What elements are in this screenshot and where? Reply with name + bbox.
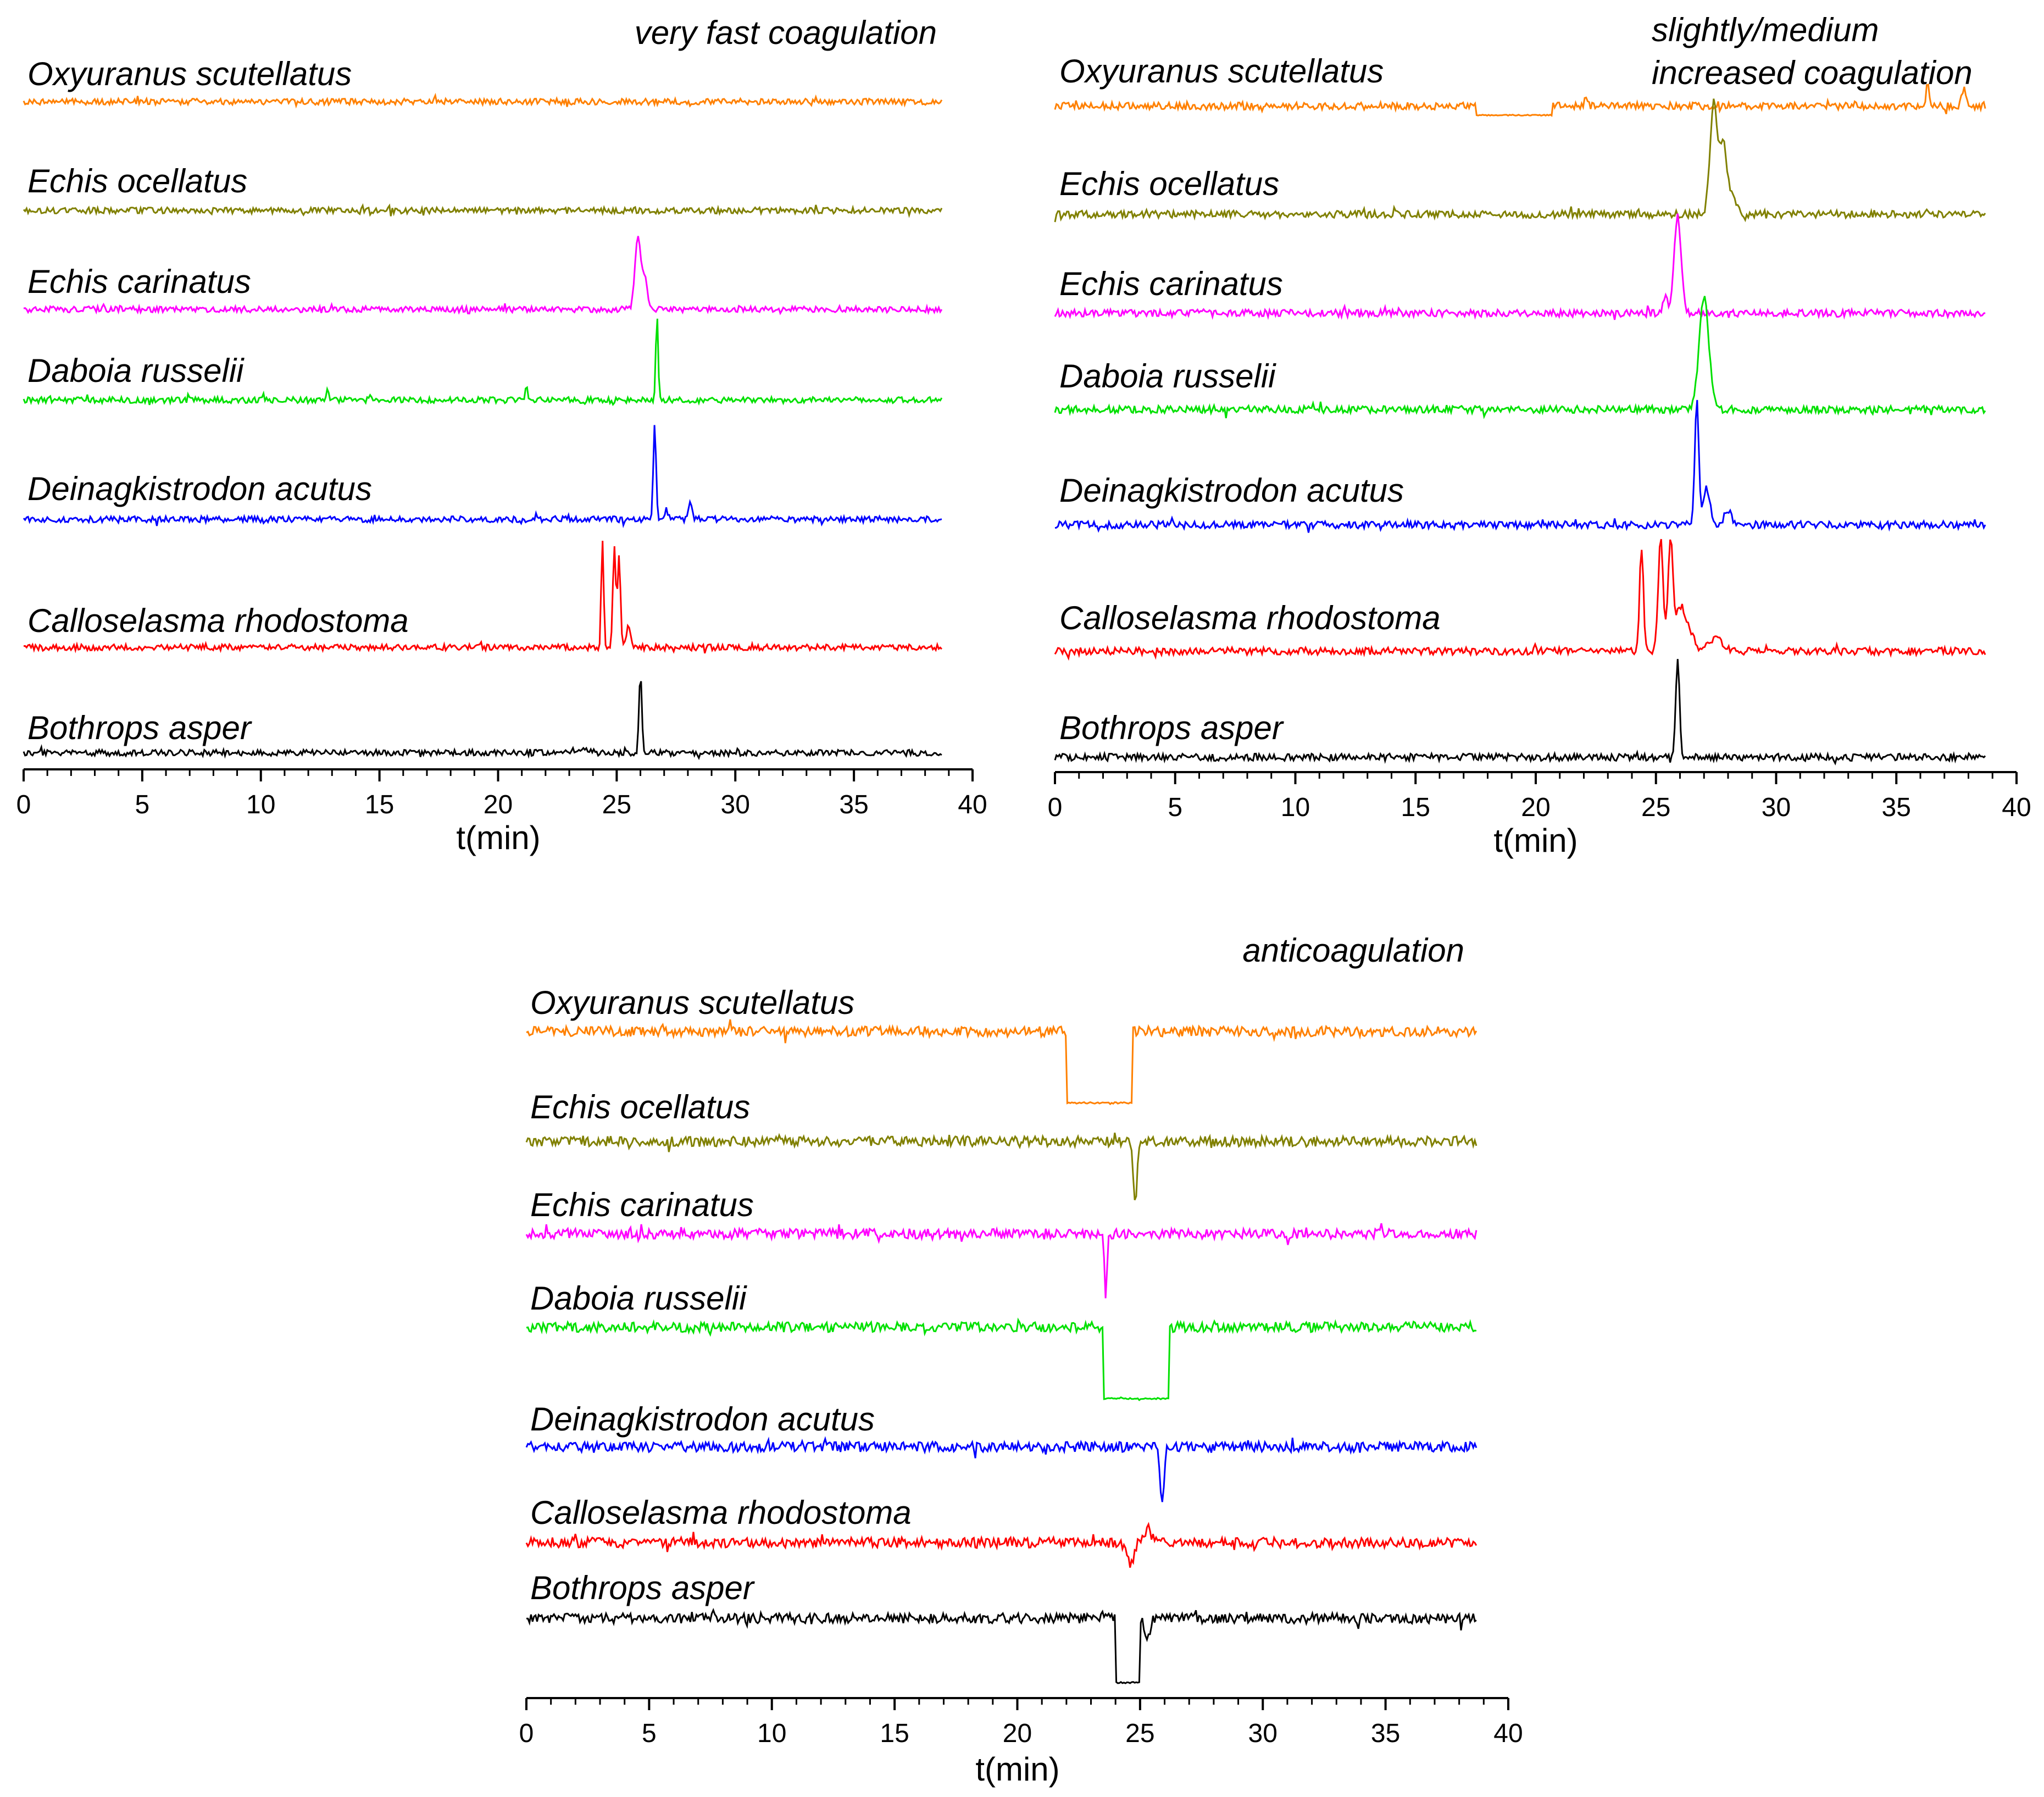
panel-c-label-oxyuranus: Oxyuranus scutellatus [530, 984, 854, 1021]
panel-a-x-axis-title: t(min) [456, 819, 540, 856]
panel-b-label-daboia: Daboia russelii [1059, 358, 1276, 395]
panel-a-label-deinagkistrodon: Deinagkistrodon acutus [27, 470, 372, 507]
panel-a-label-echis-carinatus: Echis carinatus [27, 263, 251, 300]
panel-c-x-axis-title: t(min) [975, 1751, 1059, 1788]
x-tick-label-35: 35 [839, 790, 868, 819]
x-tick-label-10: 10 [246, 790, 275, 819]
x-tick-label-30: 30 [721, 790, 750, 819]
panel-a-trace-oxyuranus [23, 92, 943, 109]
panel-b-trace-oxyuranus [1054, 84, 1986, 117]
x-tick-label-25: 25 [602, 790, 631, 819]
x-tick-label-40: 40 [958, 790, 987, 819]
x-tick-label-35: 35 [1882, 793, 1911, 822]
x-tick-label-0: 0 [16, 790, 31, 819]
panel-b-trace-bothrops [1054, 659, 1986, 766]
panel-c-trace-daboia [526, 1317, 1477, 1401]
panel-b-title-line-2: increased coagulation [1652, 54, 1973, 91]
panel-c-title-line-1: anticoagulation [1242, 932, 1464, 969]
x-tick-label-15: 15 [1401, 793, 1430, 822]
panel-b-trace-deinagkistrodon [1054, 400, 1986, 533]
x-tick-label-25: 25 [1641, 793, 1670, 822]
panel-b-label-echis-carinatus: Echis carinatus [1059, 265, 1283, 302]
panel-a-x-ticks: 0 5 10 15 20 25 30 35 40 [16, 769, 987, 819]
panel-c-label-deinagkistrodon: Deinagkistrodon acutus [530, 1401, 875, 1438]
x-tick-label-5: 5 [135, 790, 150, 819]
panel-b-trace-echis-carinatus [1054, 213, 1986, 320]
panel-c-label-echis-ocellatus: Echis ocellatus [530, 1089, 750, 1125]
panel-anticoagulation: anticoagulation Oxyuranus scutellatus Ec… [519, 932, 1523, 1788]
x-tick-label-40: 40 [1493, 1719, 1523, 1748]
panel-b-x-axis-title: t(min) [1493, 822, 1578, 859]
x-tick-label-15: 15 [880, 1719, 909, 1748]
x-tick-label-5: 5 [642, 1719, 657, 1748]
panel-b-title-line-1: slightly/medium [1652, 12, 1879, 48]
panel-very-fast-coagulation: very fast coagulation Oxyuranus scutella… [16, 14, 987, 856]
x-tick-label-5: 5 [1168, 793, 1182, 822]
panel-b-trace-echis-ocellatus [1054, 98, 1986, 223]
x-tick-label-20: 20 [1003, 1719, 1032, 1748]
panel-a-label-bothrops: Bothrops asper [27, 709, 252, 746]
x-tick-label-0: 0 [1048, 793, 1063, 822]
x-tick-label-35: 35 [1371, 1719, 1400, 1748]
panel-a-trace-daboia [23, 318, 943, 406]
panel-a-label-echis-ocellatus: Echis ocellatus [27, 163, 247, 199]
panel-a-trace-echis-ocellatus [23, 203, 943, 218]
panel-c-label-echis-carinatus: Echis carinatus [530, 1186, 754, 1223]
panel-b-label-deinagkistrodon: Deinagkistrodon acutus [1059, 472, 1404, 509]
x-tick-label-30: 30 [1248, 1719, 1278, 1748]
x-tick-label-20: 20 [484, 790, 513, 819]
panel-b-label-bothrops: Bothrops asper [1059, 709, 1284, 746]
panel-c-label-bothrops: Bothrops asper [530, 1569, 755, 1606]
panel-c-label-calloselasma: Calloselasma rhodostoma [530, 1494, 912, 1531]
x-tick-label-30: 30 [1762, 793, 1791, 822]
panel-b-trace-daboia [1054, 296, 1986, 419]
panel-slightly-medium-coagulation: slightly/medium increased coagulation Ox… [1048, 12, 2031, 859]
panel-a-trace-echis-carinatus [23, 236, 943, 315]
panel-a-title-line-1: very fast coagulation [635, 14, 937, 51]
panel-c-trace-echis-carinatus [525, 1223, 1478, 1299]
panel-a-trace-calloselasma [23, 541, 942, 654]
panel-b-label-echis-ocellatus: Echis ocellatus [1059, 165, 1279, 202]
x-tick-label-20: 20 [1521, 793, 1550, 822]
panel-c-trace-calloselasma [525, 1522, 1478, 1568]
panel-c-label-daboia: Daboia russelii [530, 1280, 747, 1317]
panel-a-label-calloselasma: Calloselasma rhodostoma [27, 602, 409, 639]
panel-c-trace-echis-ocellatus [525, 1133, 1478, 1201]
x-tick-label-25: 25 [1125, 1719, 1154, 1748]
panel-b-trace-calloselasma [1054, 539, 1986, 661]
panel-b-x-ticks: 0 5 10 15 20 25 30 35 40 [1048, 772, 2031, 822]
panel-a-label-oxyuranus: Oxyuranus scutellatus [27, 56, 352, 92]
panel-a-trace-deinagkistrodon [23, 425, 942, 529]
panel-c-x-ticks: 0 5 10 15 20 25 30 35 40 [519, 1698, 1523, 1748]
panel-a-trace-bothrops [23, 681, 942, 761]
panel-a-label-daboia: Daboia russelii [27, 352, 245, 389]
panel-c-trace-oxyuranus [526, 1019, 1478, 1106]
x-tick-label-0: 0 [519, 1719, 534, 1748]
x-tick-label-15: 15 [365, 790, 394, 819]
panel-c-trace-bothrops [526, 1607, 1477, 1684]
x-tick-label-10: 10 [1281, 793, 1310, 822]
panel-b-label-oxyuranus: Oxyuranus scutellatus [1059, 53, 1384, 90]
panel-c-trace-deinagkistrodon [525, 1436, 1478, 1502]
x-tick-label-10: 10 [757, 1719, 786, 1748]
panel-b-label-calloselasma: Calloselasma rhodostoma [1059, 600, 1441, 636]
x-tick-label-40: 40 [2002, 793, 2031, 822]
